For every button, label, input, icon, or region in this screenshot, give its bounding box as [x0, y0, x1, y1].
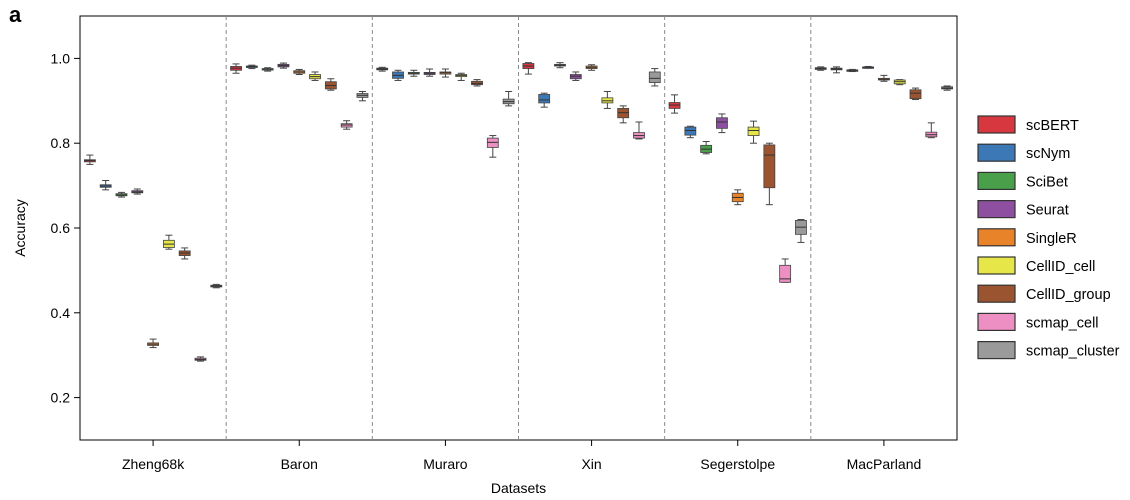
y-axis-title: Accuracy	[12, 199, 28, 257]
legend-label-CellID_cell: CellID_cell	[1026, 259, 1095, 275]
legend-swatch-SciBet	[977, 171, 1016, 190]
legend-label-scNym: scNym	[1026, 146, 1070, 162]
y-tick-label: 0.4	[51, 305, 71, 321]
x-tick-label: Baron	[281, 456, 318, 472]
x-tick-label: MacParland	[847, 456, 922, 472]
x-tick-label: Zheng68k	[122, 456, 185, 472]
legend-swatch-scmap_cell	[977, 312, 1016, 331]
legend-swatch-Seurat	[977, 200, 1016, 219]
box-CellID_group-Segerstolpe	[763, 144, 776, 189]
legend-swatch-scmap_cluster	[977, 341, 1016, 360]
box-Seurat-Segerstolpe	[716, 117, 728, 129]
box-scNym-Xin	[538, 94, 551, 104]
legend-label-Seurat: Seurat	[1026, 203, 1069, 219]
x-tick-label: Xin	[581, 456, 601, 472]
box-scNym-Segerstolpe	[684, 126, 697, 136]
box-CellID_cell-Segerstolpe	[747, 126, 760, 136]
legend-swatch-CellID_cell	[977, 256, 1016, 275]
legend-label-SingleR: SingleR	[1026, 231, 1077, 247]
box-CellID_group-MacParland	[909, 89, 922, 100]
legend-swatch-scNym	[977, 143, 1016, 162]
box-scmap_cluster-Xin	[648, 71, 661, 83]
box-scmap_cell-Segerstolpe	[779, 264, 792, 283]
x-tick-label: Segerstolpe	[700, 456, 775, 472]
legend-label-SciBet: SciBet	[1026, 174, 1068, 190]
legend-swatch-CellID_group	[977, 284, 1016, 303]
legend-label-scBERT: scBERT	[1026, 118, 1079, 134]
y-tick-label: 1.0	[51, 50, 71, 66]
legend-label-scmap_cluster: scmap_cluster	[1026, 344, 1120, 360]
legend-label-CellID_group: CellID_group	[1026, 287, 1111, 303]
panel-label: a	[9, 2, 22, 27]
legend-label-scmap_cell: scmap_cell	[1026, 315, 1099, 331]
legend-swatch-SingleR	[977, 228, 1016, 247]
y-tick-label: 0.2	[51, 390, 71, 406]
x-axis-title: Datasets	[491, 480, 546, 496]
legend-swatch-scBERT	[977, 115, 1016, 134]
x-tick-label: Muraro	[423, 456, 468, 472]
y-tick-label: 0.6	[51, 220, 71, 236]
y-tick-label: 0.8	[51, 135, 71, 151]
